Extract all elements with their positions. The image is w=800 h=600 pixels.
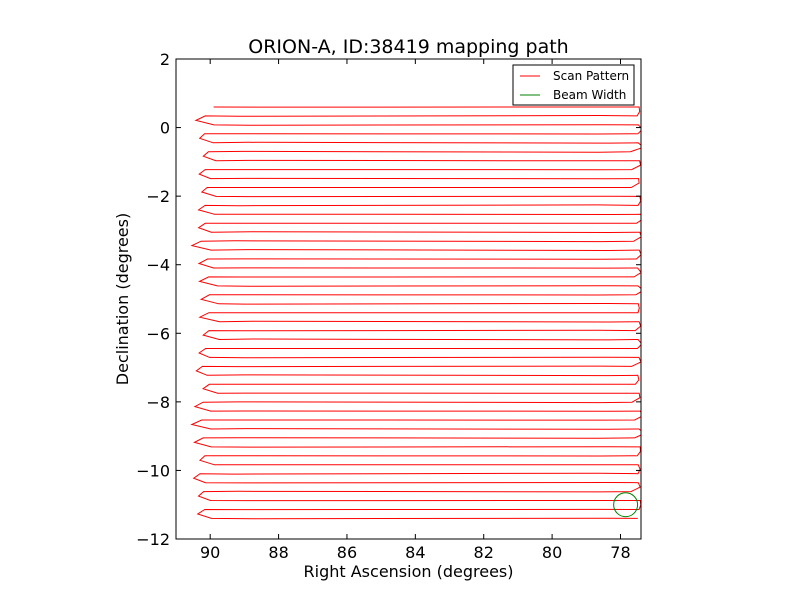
beam-width-series (613, 492, 639, 518)
legend: Scan Pattern Beam Width (512, 64, 635, 106)
x-tick-label: 86 (337, 543, 357, 562)
x-tick-label: 88 (268, 543, 288, 562)
plot-frame (175, 58, 642, 540)
y-axis-label: Declination (degrees) (113, 213, 132, 385)
y-axis-ticks: 2 0 −2 −4 −6 −8 −10 −12 (136, 50, 641, 549)
chart-title: ORION-A, ID:38419 mapping path (248, 36, 568, 58)
plot-area (176, 59, 641, 539)
x-axis-ticks: 90 88 86 84 82 80 78 (200, 59, 631, 562)
legend-box (512, 64, 635, 106)
x-tick-label: 90 (200, 543, 220, 562)
y-tick-label: −6 (146, 324, 170, 343)
x-tick-label: 80 (542, 543, 562, 562)
y-tick-label: 0 (160, 119, 170, 138)
y-tick-label: −4 (146, 256, 170, 275)
y-tick-label: −8 (146, 393, 170, 412)
x-tick-label: 78 (610, 543, 630, 562)
x-axis-label: Right Ascension (degrees) (304, 562, 514, 581)
legend-entry-scan-pattern: Scan Pattern (553, 69, 629, 83)
y-tick-label: −12 (136, 530, 170, 549)
y-tick-label: 2 (160, 50, 170, 69)
scan-pattern-series (190, 106, 641, 520)
scan-pattern-line (190, 106, 641, 520)
x-tick-label: 84 (405, 543, 425, 562)
y-tick-label: −10 (136, 461, 170, 480)
y-tick-label: −2 (146, 187, 170, 206)
beam-width-circle (613, 492, 639, 518)
x-tick-label: 82 (474, 543, 494, 562)
legend-entry-beam-width: Beam Width (553, 88, 626, 102)
